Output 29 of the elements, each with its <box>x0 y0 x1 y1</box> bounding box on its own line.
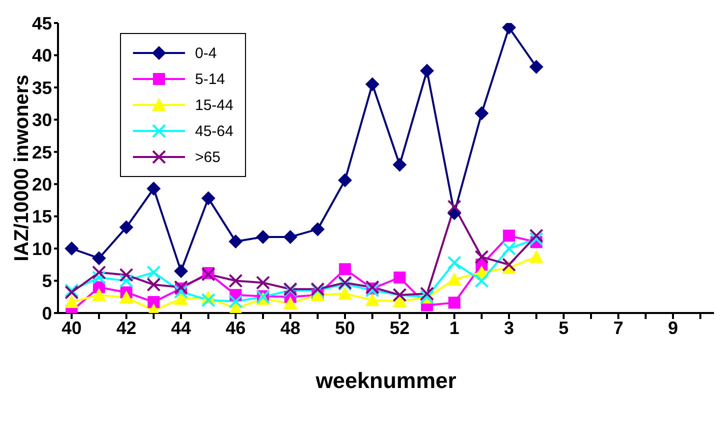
x-axis-title: weeknummer <box>314 368 457 393</box>
y-tick-label: 30 <box>32 110 52 130</box>
x-tick-label: 9 <box>668 318 678 338</box>
y-axis-title: IAZ/10000 inwoners <box>11 74 33 262</box>
x-tick-label: 1 <box>449 318 460 338</box>
y-tick-label: 20 <box>32 174 52 194</box>
x-tick-label: 3 <box>504 318 514 338</box>
y-tick-label: 25 <box>32 142 52 162</box>
x-tick-label: 42 <box>116 318 136 338</box>
x-tick-label: 44 <box>170 318 192 338</box>
x-tick-label: 5 <box>558 318 569 338</box>
legend-label: 15-44 <box>195 96 234 114</box>
x-tick-label: 7 <box>613 318 624 338</box>
legend-label: >65 <box>195 148 220 166</box>
y-tick-label: 5 <box>42 271 52 292</box>
x-tick-label: 40 <box>62 318 82 338</box>
x-tick-label: 50 <box>334 318 356 338</box>
y-tick-label: 35 <box>32 78 52 98</box>
y-tick-label: 15 <box>32 206 52 227</box>
x-tick-label: 48 <box>280 318 300 338</box>
legend-label: 0-4 <box>195 44 217 62</box>
y-tick-label: 45 <box>32 13 52 34</box>
legend-label: 45-64 <box>195 122 234 140</box>
y-tick-label: 40 <box>32 46 52 66</box>
y-tick-label: 0 <box>42 303 52 324</box>
x-tick-label: 46 <box>226 318 246 338</box>
x-tick-label: 52 <box>390 318 410 338</box>
legend-label: 5-14 <box>195 70 226 88</box>
y-tick-label: 10 <box>32 238 52 259</box>
